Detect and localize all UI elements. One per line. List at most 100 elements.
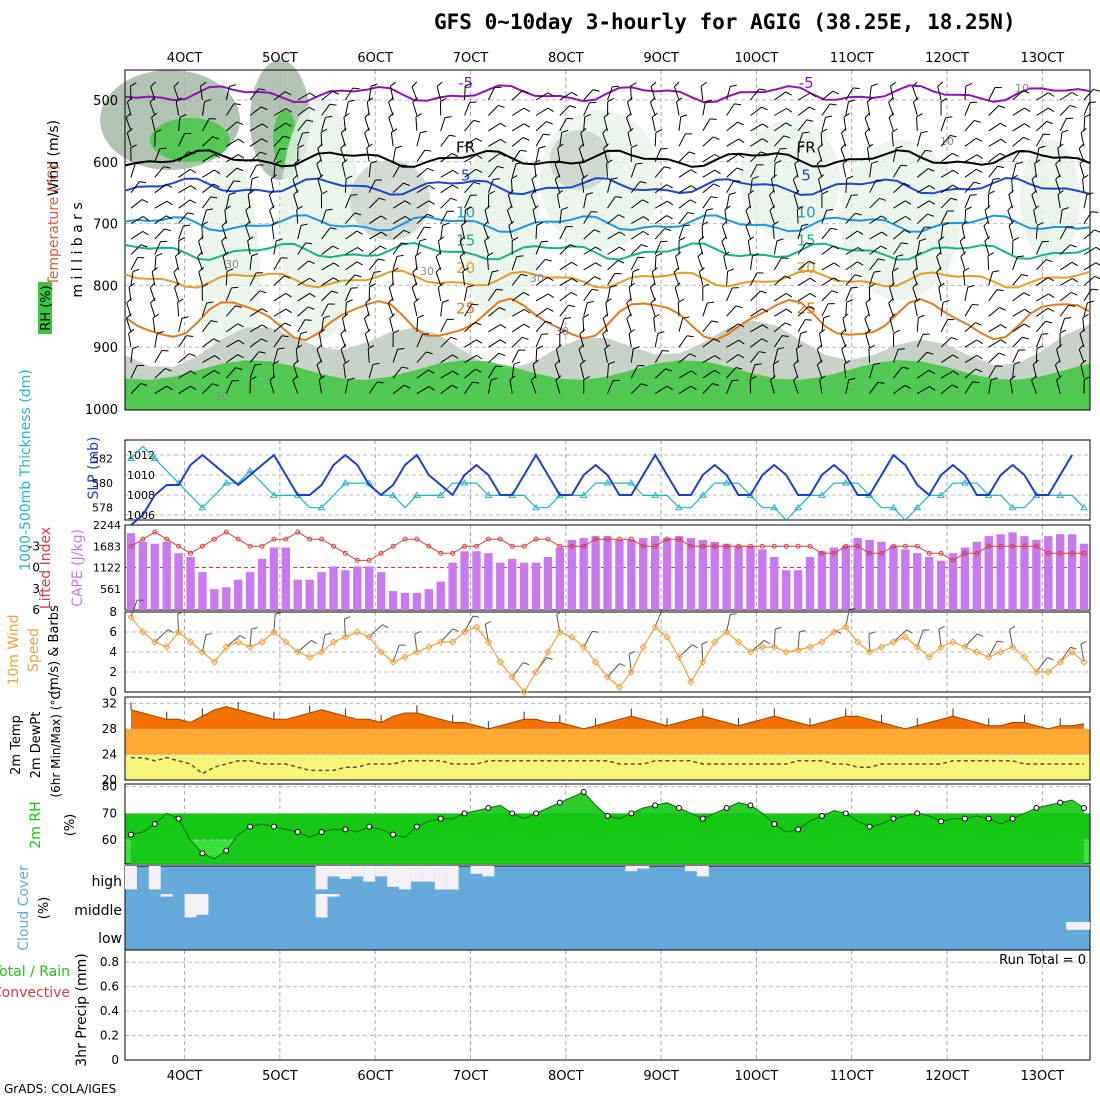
wind10-barb bbox=[414, 630, 421, 653]
wind-barb-flag bbox=[869, 283, 876, 288]
wind-barb-shaft bbox=[511, 150, 521, 163]
wind-barb-shaft bbox=[247, 240, 251, 255]
wind-barb-shaft bbox=[392, 229, 405, 240]
wind-barb bbox=[368, 258, 385, 271]
wind-barb-flag bbox=[665, 368, 673, 372]
wind-barb bbox=[750, 308, 769, 317]
wind-barb-flag bbox=[452, 370, 459, 376]
wind-barb-shaft bbox=[487, 379, 492, 394]
wind-barb-flag bbox=[281, 335, 289, 338]
wind-barb-shaft bbox=[321, 303, 329, 317]
wind-speed-point bbox=[508, 673, 516, 681]
wind-barb-shaft bbox=[1083, 288, 1093, 302]
wind-barb-shaft bbox=[1059, 304, 1070, 317]
wind-barb-flag bbox=[450, 197, 458, 201]
wind-barb-flag bbox=[786, 308, 793, 314]
wind-barb bbox=[654, 200, 674, 209]
wind-barb bbox=[865, 328, 872, 348]
wind-barb-flag bbox=[1022, 90, 1030, 94]
wind-barb-shaft bbox=[321, 262, 334, 271]
cape-bar bbox=[1056, 534, 1065, 610]
wind-barb bbox=[249, 376, 257, 394]
chart-title: GFS 0~10day 3-hourly for AGIG (38.25E, 1… bbox=[434, 10, 1016, 34]
wind-barb bbox=[607, 284, 617, 301]
wind-barb bbox=[559, 206, 568, 224]
wind-barb bbox=[321, 277, 340, 286]
wind-barb bbox=[1036, 293, 1055, 302]
wind-barb-shaft bbox=[392, 215, 406, 225]
wind10-barb bbox=[440, 628, 459, 643]
wind-barb-shaft bbox=[583, 116, 586, 131]
wind-barb bbox=[484, 236, 490, 255]
cape-bar bbox=[150, 543, 159, 610]
wind-barb bbox=[607, 246, 626, 255]
wind-barb bbox=[988, 289, 1004, 302]
wind-barb bbox=[1007, 205, 1014, 224]
wind-barb-flag bbox=[710, 196, 718, 199]
wind-barb-flag bbox=[951, 337, 958, 341]
wind-barb-shaft bbox=[173, 86, 180, 101]
wind-barb-flag bbox=[816, 344, 823, 350]
wind-barb-shaft bbox=[440, 117, 446, 132]
wind10-barb-flag bbox=[730, 613, 737, 615]
wind-barb bbox=[821, 90, 840, 101]
wind-barb-shaft bbox=[1083, 262, 1097, 271]
cape-bar bbox=[496, 562, 505, 610]
cloud-high-cell bbox=[125, 866, 137, 890]
wind-barb-flag bbox=[233, 103, 241, 106]
wind-barb-shaft bbox=[363, 318, 370, 332]
wind-barb-flag bbox=[509, 375, 516, 381]
wind-barb bbox=[1083, 192, 1094, 209]
wind-barb-shaft bbox=[511, 308, 525, 317]
wind-barb-flag bbox=[559, 329, 567, 334]
wind-barb-shaft bbox=[202, 169, 215, 178]
cloud-high-cell bbox=[637, 866, 650, 869]
wind-barb bbox=[702, 153, 721, 163]
wind-barb bbox=[226, 154, 245, 163]
wind-barb-shaft bbox=[1012, 364, 1015, 379]
wind-barb-shaft bbox=[1012, 256, 1018, 271]
wind-barb-shaft bbox=[1012, 349, 1020, 363]
wind-barb-flag bbox=[738, 138, 745, 144]
wind-barb-shaft bbox=[225, 271, 228, 286]
wind-barb bbox=[749, 376, 757, 394]
wind-barb-flag bbox=[735, 367, 743, 370]
wind-barb-flag bbox=[854, 274, 862, 277]
wind-barb-shaft bbox=[340, 333, 346, 348]
wind-barb bbox=[295, 344, 303, 363]
wind-barb bbox=[392, 182, 410, 194]
wind-barb bbox=[773, 238, 784, 255]
wind-barb bbox=[201, 301, 214, 317]
wind-barb-flag bbox=[800, 331, 808, 334]
wind-barb bbox=[678, 151, 696, 163]
wind-barb bbox=[249, 151, 267, 163]
wind-barb-flag bbox=[1079, 158, 1086, 165]
wind-barb-flag bbox=[140, 383, 148, 387]
wind-barb-flag bbox=[867, 143, 874, 149]
wind-barb bbox=[745, 220, 751, 240]
wind10-barb-flag bbox=[1070, 646, 1077, 650]
wind-barb-shaft bbox=[364, 333, 370, 348]
wind-barb-flag bbox=[972, 303, 980, 306]
cape-bar bbox=[1020, 536, 1029, 610]
wind-barb-flag bbox=[348, 99, 355, 103]
wind-barb-flag bbox=[161, 349, 169, 352]
wind-barb bbox=[464, 119, 481, 132]
wind-barb-shaft bbox=[678, 199, 691, 209]
wind-barb-flag bbox=[782, 335, 789, 337]
wind-barb-shaft bbox=[607, 196, 616, 209]
wind-barb bbox=[269, 205, 275, 224]
millibars-axis-label: m i l l i b a r s bbox=[70, 202, 86, 297]
wind-barb-flag bbox=[873, 270, 881, 273]
wind-barb bbox=[893, 215, 912, 225]
wind-barb-shaft bbox=[750, 178, 753, 193]
wind-barb-shaft bbox=[750, 151, 761, 163]
wind-barb-shaft bbox=[535, 107, 549, 116]
date-label-top: 10OCT bbox=[735, 51, 779, 66]
wind-barb-shaft bbox=[488, 138, 501, 147]
wind-barb-shaft bbox=[893, 366, 903, 379]
wind-barb bbox=[511, 107, 531, 116]
lifted-index-point bbox=[473, 543, 479, 549]
wind-barb bbox=[1035, 333, 1049, 348]
lifted-index-point bbox=[902, 543, 908, 549]
